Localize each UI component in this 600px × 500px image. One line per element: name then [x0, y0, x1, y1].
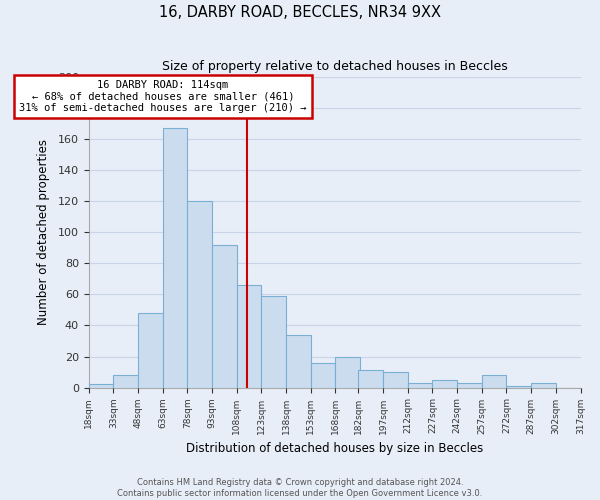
Title: Size of property relative to detached houses in Beccles: Size of property relative to detached ho…: [162, 60, 508, 73]
Text: 16, DARBY ROAD, BECCLES, NR34 9XX: 16, DARBY ROAD, BECCLES, NR34 9XX: [159, 5, 441, 20]
Y-axis label: Number of detached properties: Number of detached properties: [37, 140, 50, 326]
Bar: [531, 383, 556, 388]
Bar: [408, 383, 433, 388]
Bar: [286, 335, 311, 388]
Bar: [212, 244, 237, 388]
Bar: [187, 201, 212, 388]
Bar: [113, 375, 138, 388]
Bar: [433, 380, 457, 388]
Bar: [163, 128, 187, 388]
Bar: [506, 386, 531, 388]
Bar: [311, 362, 335, 388]
Bar: [383, 372, 408, 388]
Text: Contains HM Land Registry data © Crown copyright and database right 2024.
Contai: Contains HM Land Registry data © Crown c…: [118, 478, 482, 498]
X-axis label: Distribution of detached houses by size in Beccles: Distribution of detached houses by size …: [186, 442, 483, 455]
Bar: [237, 285, 262, 388]
Bar: [335, 356, 360, 388]
Bar: [482, 375, 506, 388]
Bar: [457, 383, 482, 388]
Bar: [358, 370, 383, 388]
Bar: [89, 384, 113, 388]
Bar: [262, 296, 286, 388]
Text: 16 DARBY ROAD: 114sqm
← 68% of detached houses are smaller (461)
31% of semi-det: 16 DARBY ROAD: 114sqm ← 68% of detached …: [19, 80, 307, 114]
Bar: [138, 313, 163, 388]
